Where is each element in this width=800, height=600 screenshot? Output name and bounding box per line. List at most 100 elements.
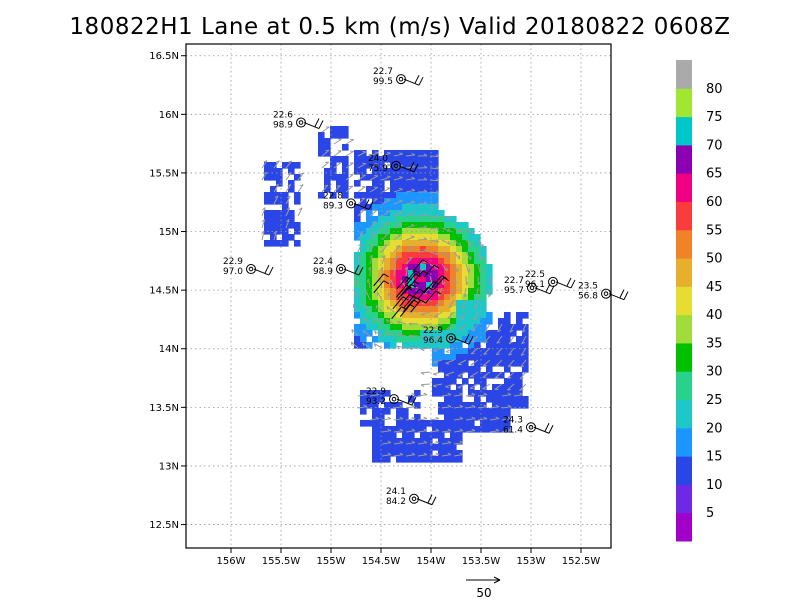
wind-cell	[438, 234, 445, 241]
wind-cell	[378, 210, 385, 217]
wind-vector-head	[448, 305, 453, 308]
wind-cell	[294, 222, 301, 229]
wind-vector	[369, 232, 376, 241]
wind-cell	[474, 258, 481, 265]
wind-vector	[333, 162, 342, 169]
wind-cell	[372, 306, 379, 313]
wind-vector	[421, 311, 431, 315]
wind-cell	[438, 450, 445, 457]
wind-cell	[432, 426, 439, 433]
wind-cell	[360, 420, 367, 427]
wind-cell	[282, 240, 289, 247]
wind-cell	[516, 402, 523, 409]
wind-cell	[360, 252, 367, 259]
wind-cell	[324, 144, 331, 151]
wind-cell	[498, 324, 505, 331]
wind-cell	[486, 270, 493, 277]
wind-cell	[378, 396, 385, 403]
wind-cell	[450, 444, 457, 451]
wind-cell	[396, 186, 403, 193]
wind-cell	[492, 348, 499, 355]
wind-vector	[417, 430, 428, 433]
wind-cell	[456, 366, 463, 373]
wind-cell	[402, 426, 409, 433]
wind-cell	[384, 156, 391, 163]
wind-cell	[480, 336, 487, 343]
wind-cell	[414, 198, 421, 205]
wind-barb-flag	[402, 296, 409, 301]
wind-cell	[378, 228, 385, 235]
wind-vector	[506, 383, 515, 391]
wind-vector-head	[483, 353, 488, 355]
wind-vector	[381, 442, 392, 445]
wind-vector	[453, 454, 464, 457]
wind-cell	[378, 180, 385, 187]
dropsonde-station: 22.698.9	[273, 111, 324, 131]
wind-barb-flag	[420, 299, 426, 304]
wind-cell	[486, 426, 493, 433]
wind-vector	[429, 155, 440, 158]
wind-cell	[366, 288, 373, 295]
wind-cell	[438, 348, 445, 355]
wind-cell	[318, 150, 325, 157]
wind-cell	[318, 192, 325, 199]
wind-cell	[444, 438, 451, 445]
wind-vector-head	[507, 392, 512, 396]
wind-cell	[372, 450, 379, 457]
wind-cell	[414, 192, 421, 199]
wind-vector-head	[420, 325, 425, 328]
wind-cell	[384, 456, 391, 463]
wind-cell	[504, 324, 511, 331]
wind-cell	[390, 264, 397, 271]
wind-cell	[402, 324, 409, 331]
wind-vector	[397, 320, 407, 325]
wind-cell	[438, 282, 445, 289]
wind-cell	[330, 192, 337, 199]
wind-cell	[438, 258, 445, 265]
wind-cell	[486, 414, 493, 421]
colorbar-swatch	[676, 286, 692, 316]
wind-cell	[420, 420, 427, 427]
wind-vector-head	[483, 416, 488, 420]
wind-vector-head	[423, 225, 428, 228]
wind-cell	[390, 300, 397, 307]
wind-vector	[421, 299, 431, 304]
wind-vector	[386, 305, 395, 313]
wind-vector-head	[369, 254, 373, 259]
wind-cell	[474, 264, 481, 271]
wind-cell	[420, 174, 427, 181]
wind-cell	[354, 258, 361, 265]
dropsonde-station: 22.997.0	[223, 257, 274, 277]
wind-vector-head	[423, 177, 428, 181]
wind-cell	[390, 336, 397, 343]
wind-cell	[516, 312, 523, 319]
wind-vector-head	[420, 336, 425, 340]
wind-vector	[357, 163, 367, 169]
wind-vector	[356, 279, 359, 289]
wind-cell	[480, 348, 487, 355]
wind-cell	[504, 378, 511, 385]
wind-cell	[384, 402, 391, 409]
wind-vector-head	[386, 306, 389, 310]
wind-cell	[408, 234, 415, 241]
wind-cell	[378, 306, 385, 313]
wind-cell	[414, 150, 421, 157]
wind-vector-head	[509, 329, 514, 333]
wind-vector-head	[489, 281, 493, 286]
wind-vector	[469, 383, 479, 389]
wind-cell	[450, 354, 457, 361]
wind-cell	[456, 288, 463, 295]
wind-vector-head	[389, 279, 392, 284]
wind-cell	[492, 342, 499, 349]
wind-cell	[480, 384, 487, 391]
wind-cell	[486, 330, 493, 337]
lat-tick-label: 15N	[159, 227, 179, 238]
lon-tick-label: 154W	[417, 556, 446, 567]
wind-cell	[456, 426, 463, 433]
wind-cell	[474, 270, 481, 277]
wind-vector	[357, 186, 366, 193]
wind-cell	[474, 300, 481, 307]
wind-vector-head	[263, 171, 267, 175]
wind-cell	[402, 174, 409, 181]
wind-cell	[366, 216, 373, 223]
